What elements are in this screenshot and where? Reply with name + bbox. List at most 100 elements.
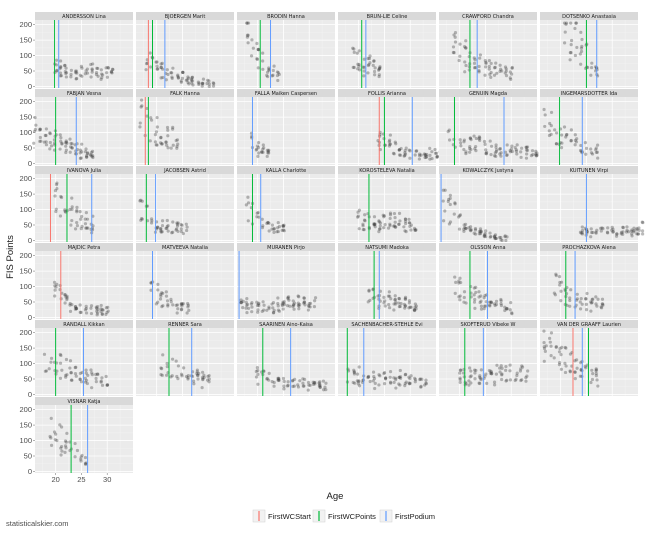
data-point (270, 74, 274, 78)
data-point (366, 56, 370, 61)
data-point (500, 238, 504, 243)
data-point (472, 61, 477, 65)
data-point (366, 375, 371, 379)
data-point (307, 303, 311, 308)
data-point (557, 363, 562, 367)
data-point (510, 65, 514, 70)
data-point (202, 373, 206, 377)
data-point (70, 205, 74, 209)
data-point (99, 309, 103, 314)
data-point (393, 294, 397, 298)
data-point (428, 146, 432, 150)
data-point (463, 70, 467, 74)
data-point (159, 135, 163, 139)
data-point (259, 150, 264, 154)
data-point (33, 127, 37, 132)
data-point (54, 183, 59, 187)
data-point (458, 276, 462, 280)
data-point (569, 288, 573, 292)
data-point (488, 304, 492, 308)
data-point (404, 372, 408, 376)
data-point (276, 229, 280, 234)
data-point (388, 380, 393, 384)
data-point (578, 300, 582, 304)
data-point (368, 379, 372, 384)
data-point (388, 133, 392, 137)
data-point (70, 207, 74, 211)
data-point (559, 353, 563, 357)
data-point (246, 33, 250, 37)
data-point (351, 380, 355, 385)
data-point (281, 228, 286, 232)
data-point (382, 301, 386, 305)
data-point (160, 305, 164, 309)
data-point (75, 205, 79, 209)
data-point (83, 222, 88, 226)
facet-strip-label: FABJAN Vesna (67, 91, 101, 97)
data-point (43, 133, 47, 138)
data-point (53, 284, 57, 288)
data-point (403, 217, 408, 221)
data-point (573, 370, 577, 374)
data-point (357, 365, 361, 369)
data-point (443, 188, 447, 192)
data-point (394, 300, 398, 304)
data-point (267, 68, 271, 73)
data-point (549, 344, 553, 348)
data-point (153, 133, 158, 137)
data-point (181, 70, 185, 74)
data-point (296, 385, 301, 389)
data-point (69, 141, 73, 146)
data-point (635, 232, 639, 236)
data-point (281, 307, 285, 311)
data-point (256, 368, 260, 373)
panel-background (540, 20, 638, 88)
data-point (464, 152, 468, 156)
data-point (186, 376, 190, 380)
data-point (272, 227, 276, 231)
data-point (419, 384, 423, 388)
data-point (534, 149, 538, 154)
data-point (105, 383, 109, 387)
data-point (86, 373, 90, 377)
data-point (468, 366, 472, 370)
data-point (454, 280, 458, 285)
data-point (377, 73, 381, 77)
data-point (165, 224, 169, 229)
data-point (508, 363, 512, 367)
data-point (422, 152, 427, 156)
data-point (160, 373, 164, 377)
data-point (578, 374, 582, 378)
data-point (256, 141, 261, 145)
data-point (297, 307, 301, 311)
data-point (78, 371, 83, 375)
data-point (477, 68, 481, 73)
facet-panel: INGEMARSDOTTER Ida (540, 89, 638, 165)
data-point (282, 387, 286, 391)
data-point (489, 301, 493, 305)
data-point (94, 376, 98, 381)
data-point (161, 291, 165, 296)
data-point (489, 75, 493, 79)
data-point (145, 114, 149, 118)
data-point (261, 300, 265, 304)
data-point (255, 300, 259, 304)
data-point (595, 304, 599, 308)
data-point (559, 367, 563, 371)
data-point (510, 66, 514, 70)
data-point (514, 377, 518, 381)
data-point (378, 224, 382, 228)
data-point (574, 21, 578, 25)
data-point (355, 372, 360, 376)
data-point (584, 366, 588, 370)
data-point (164, 78, 168, 82)
data-point (100, 376, 104, 380)
data-point (311, 382, 316, 386)
facet-panel: VAN DER GRAAFF Laurien (540, 320, 638, 396)
data-point (548, 336, 552, 340)
data-point (179, 308, 184, 312)
data-point (558, 283, 562, 287)
data-point (182, 366, 186, 370)
data-point (351, 46, 355, 50)
data-point (317, 384, 322, 388)
